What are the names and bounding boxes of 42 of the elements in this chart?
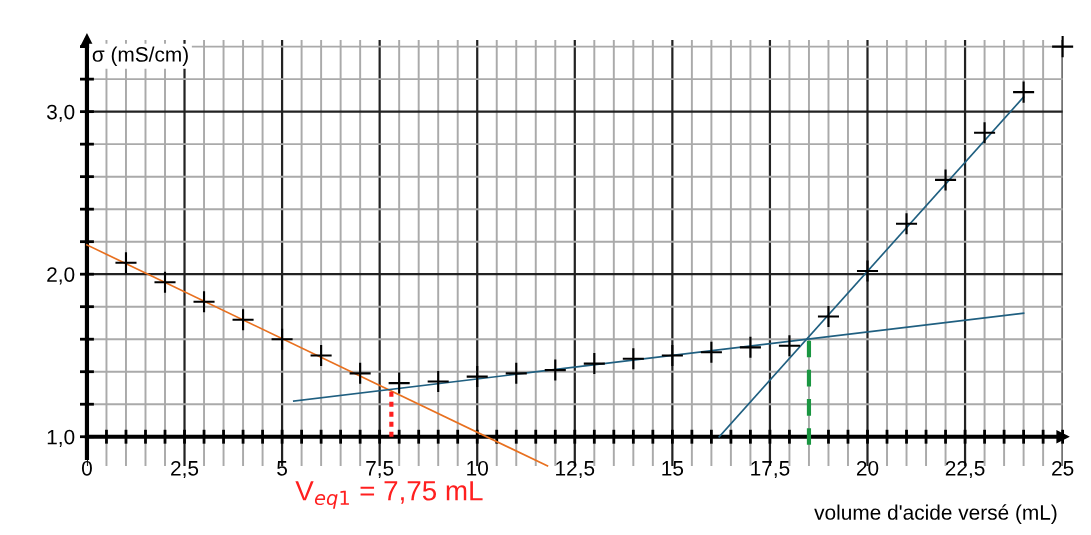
y-axis-title: σ (mS/cm) [92,46,188,66]
point [310,344,332,366]
point [778,335,800,357]
y-tick-label: 1,0 [47,429,75,447]
x-tick-label: 2,5 [171,460,199,479]
x-tick-label: 22,5 [945,460,985,479]
point [271,328,293,350]
x-tick-label: 5 [277,461,288,476]
point [583,353,605,375]
point [388,372,410,394]
x-tick-label: 0 [81,460,92,476]
x-tick-label: 10 [467,460,488,476]
x-axis-title: volume d'acide versé (mL) [814,504,1057,524]
x-tick-label: 15 [662,461,684,476]
point [661,344,683,366]
y-tick-label: 2,0 [47,267,75,285]
x-tick-label: 20 [856,460,879,476]
point [856,260,879,282]
point [935,169,957,191]
point [505,362,527,384]
point [739,336,761,358]
point [974,122,996,144]
point [115,252,137,274]
point [427,370,449,392]
point [154,271,176,293]
point [895,213,918,235]
x-tick-label: 17,5 [751,461,790,479]
annotation: V$_{eq1}$ = 7,75 mL [295,481,483,509]
point [1013,81,1035,103]
x-tick-label: 25 [1052,460,1074,476]
x-tick-label: 12,5 [556,460,595,479]
point [622,348,644,370]
y-tick-label: 3,0 [46,104,75,122]
point [817,305,839,327]
point [193,291,215,313]
point [1052,36,1074,58]
point [349,362,371,384]
x-tick-label: 7,5 [366,461,394,479]
point [232,309,254,331]
point [466,366,488,388]
point [544,359,566,381]
point [700,341,722,363]
